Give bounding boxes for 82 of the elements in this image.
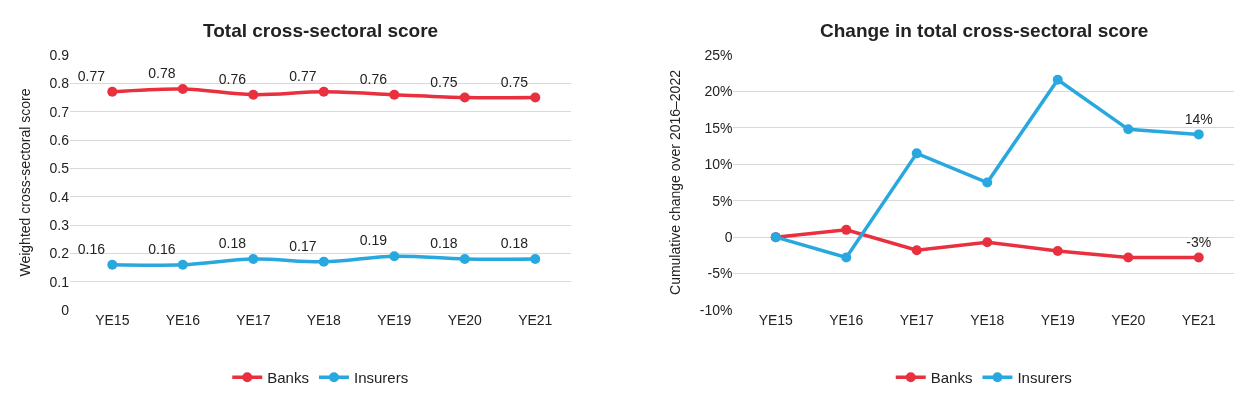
y-tick-label: 0.7	[49, 103, 70, 120]
legend-label: Banks	[267, 369, 309, 387]
data-label: 0.17	[289, 238, 317, 255]
point	[318, 86, 329, 97]
x-tick-label: YE18	[306, 312, 342, 328]
y-tick-label: 0.8	[49, 75, 70, 92]
x-tick-label: YE20	[1111, 312, 1146, 328]
y-tick-label: 15%	[704, 119, 733, 136]
y-tick-label: -5%	[707, 265, 733, 282]
legend-label: Insurers	[1017, 369, 1072, 387]
x-tick-label: YE17	[899, 312, 935, 328]
point	[841, 224, 852, 235]
data-label: 0.78	[148, 65, 176, 82]
point	[530, 254, 541, 264]
data-label: 0.16	[77, 240, 106, 257]
x-tick-label: YE21	[1181, 312, 1217, 328]
y-tick-label: 0.9	[49, 46, 70, 63]
x-tick-label: YE17	[236, 312, 271, 328]
x-tick-label: YE16	[829, 312, 864, 328]
data-label: -3%	[1186, 233, 1212, 250]
point	[248, 89, 259, 100]
y-tick-label: 20%	[704, 83, 733, 100]
data-label: 0.76	[359, 70, 388, 87]
y-tick-label: 25%	[704, 46, 733, 63]
point	[177, 84, 188, 94]
y-tick-label: 0.1	[49, 273, 70, 290]
x-tick-label: YE19	[377, 312, 412, 328]
y-tick-label: 0	[61, 301, 70, 318]
y-tick-label: 5%	[712, 192, 733, 209]
point	[1123, 252, 1134, 263]
y-tick-label: -10%	[699, 301, 733, 318]
point	[911, 148, 922, 159]
y-tick-label: 0.4	[49, 188, 70, 205]
chart-title: Change in total cross-sectoral score	[820, 20, 1149, 41]
legend-label: Banks	[930, 369, 973, 387]
data-label: 0.18	[500, 235, 529, 252]
x-tick-label: YE15	[95, 312, 130, 328]
y-axis-title: Cumulative change over 2016–2022	[667, 69, 684, 295]
x-tick-label: YE19	[1040, 312, 1076, 328]
y-tick-label: 0.3	[49, 216, 70, 233]
legend-label: Insurers	[353, 369, 409, 387]
point	[107, 259, 118, 270]
point	[459, 254, 470, 264]
data-label: 0.18	[430, 235, 458, 252]
y-tick-label: 10%	[704, 156, 733, 173]
data-label: 14%	[1184, 110, 1213, 127]
point	[318, 256, 329, 267]
point	[1052, 74, 1063, 85]
point	[1052, 245, 1063, 256]
data-label: 0.75	[500, 73, 529, 90]
data-label: 0.76	[218, 70, 247, 87]
point	[911, 245, 922, 256]
chart-title: Total cross-sectoral score	[203, 20, 439, 41]
point	[177, 259, 188, 270]
data-label: 0.18	[218, 235, 247, 252]
point	[1193, 252, 1204, 263]
point	[248, 254, 259, 264]
data-label: 0.16	[148, 240, 176, 257]
x-tick-label: YE15	[758, 312, 794, 328]
point	[1193, 129, 1204, 140]
y-tick-label: 0	[724, 229, 733, 246]
x-tick-label: YE18	[970, 312, 1005, 328]
data-label: 0.77	[289, 68, 317, 85]
point	[982, 177, 993, 188]
point	[389, 89, 400, 100]
y-axis-title: Weighted cross-sectoral score	[17, 88, 34, 277]
x-tick-label: YE16	[165, 312, 201, 328]
point	[841, 252, 852, 263]
x-tick-label: YE21	[518, 312, 553, 328]
point	[982, 237, 993, 248]
y-tick-label: 0.5	[49, 160, 70, 177]
data-label: 0.77	[77, 68, 106, 85]
data-label: 0.19	[359, 232, 388, 249]
point	[530, 92, 541, 103]
point	[107, 86, 118, 97]
y-tick-label: 0.2	[49, 245, 70, 262]
point	[459, 92, 470, 103]
x-tick-label: YE20	[447, 312, 483, 328]
data-label: 0.75	[430, 73, 458, 90]
point	[389, 251, 400, 262]
y-tick-label: 0.6	[49, 131, 70, 148]
point	[1123, 124, 1134, 135]
